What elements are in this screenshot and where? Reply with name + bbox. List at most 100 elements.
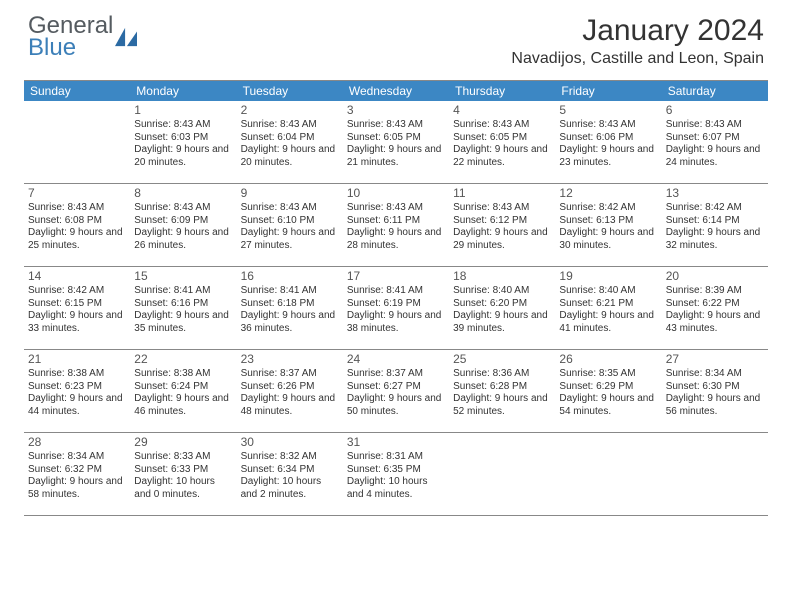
daylight-line: Daylight: 9 hours and 41 minutes. [559,310,657,335]
dow-cell: Friday [555,81,661,101]
daylight-line: Daylight: 9 hours and 54 minutes. [559,393,657,418]
sunrise-line: Sunrise: 8:35 AM [559,368,657,381]
daylight-line: Daylight: 9 hours and 20 minutes. [134,144,232,169]
day-number: 16 [241,269,339,284]
day-number: 30 [241,435,339,450]
day-number: 31 [347,435,445,450]
sunrise-line: Sunrise: 8:42 AM [559,202,657,215]
day-cell: 26Sunrise: 8:35 AMSunset: 6:29 PMDayligh… [555,350,661,432]
daylight-line: Daylight: 9 hours and 28 minutes. [347,227,445,252]
day-number: 5 [559,103,657,118]
day-cell: 13Sunrise: 8:42 AMSunset: 6:14 PMDayligh… [662,184,768,266]
daylight-line: Daylight: 10 hours and 0 minutes. [134,476,232,501]
sunset-line: Sunset: 6:13 PM [559,215,657,228]
day-cell: 20Sunrise: 8:39 AMSunset: 6:22 PMDayligh… [662,267,768,349]
day-number: 8 [134,186,232,201]
day-cell: 15Sunrise: 8:41 AMSunset: 6:16 PMDayligh… [130,267,236,349]
daylight-line: Daylight: 9 hours and 26 minutes. [134,227,232,252]
month-title: January 2024 [511,14,764,48]
daylight-line: Daylight: 9 hours and 25 minutes. [28,227,126,252]
sunset-line: Sunset: 6:04 PM [241,132,339,145]
sunrise-line: Sunrise: 8:43 AM [347,119,445,132]
dow-cell: Saturday [662,81,768,101]
daylight-line: Daylight: 9 hours and 52 minutes. [453,393,551,418]
daylight-line: Daylight: 9 hours and 43 minutes. [666,310,764,335]
logo-text: General Blue [28,14,113,60]
weeks-container: 1Sunrise: 8:43 AMSunset: 6:03 PMDaylight… [24,101,768,516]
sunrise-line: Sunrise: 8:31 AM [347,451,445,464]
daylight-line: Daylight: 9 hours and 30 minutes. [559,227,657,252]
day-number: 24 [347,352,445,367]
day-cell: 11Sunrise: 8:43 AMSunset: 6:12 PMDayligh… [449,184,555,266]
sunset-line: Sunset: 6:19 PM [347,298,445,311]
sunset-line: Sunset: 6:20 PM [453,298,551,311]
sunrise-line: Sunrise: 8:42 AM [28,285,126,298]
sunset-line: Sunset: 6:15 PM [28,298,126,311]
day-cell: 1Sunrise: 8:43 AMSunset: 6:03 PMDaylight… [130,101,236,183]
day-cell: 22Sunrise: 8:38 AMSunset: 6:24 PMDayligh… [130,350,236,432]
sunset-line: Sunset: 6:26 PM [241,381,339,394]
dow-cell: Thursday [449,81,555,101]
sunset-line: Sunset: 6:29 PM [559,381,657,394]
sunrise-line: Sunrise: 8:41 AM [241,285,339,298]
day-number: 2 [241,103,339,118]
sunset-line: Sunset: 6:21 PM [559,298,657,311]
daylight-line: Daylight: 9 hours and 48 minutes. [241,393,339,418]
sunrise-line: Sunrise: 8:43 AM [28,202,126,215]
day-number: 13 [666,186,764,201]
daylight-line: Daylight: 9 hours and 44 minutes. [28,393,126,418]
sunrise-line: Sunrise: 8:41 AM [134,285,232,298]
sunset-line: Sunset: 6:27 PM [347,381,445,394]
week-row: 7Sunrise: 8:43 AMSunset: 6:08 PMDaylight… [24,184,768,267]
daylight-line: Daylight: 9 hours and 33 minutes. [28,310,126,335]
sunrise-line: Sunrise: 8:33 AM [134,451,232,464]
sunrise-line: Sunrise: 8:40 AM [559,285,657,298]
sunset-line: Sunset: 6:07 PM [666,132,764,145]
daylight-line: Daylight: 9 hours and 20 minutes. [241,144,339,169]
day-number: 27 [666,352,764,367]
day-number: 26 [559,352,657,367]
daylight-line: Daylight: 9 hours and 50 minutes. [347,393,445,418]
day-cell: 28Sunrise: 8:34 AMSunset: 6:32 PMDayligh… [24,433,130,515]
daylight-line: Daylight: 9 hours and 56 minutes. [666,393,764,418]
sunrise-line: Sunrise: 8:37 AM [241,368,339,381]
sunset-line: Sunset: 6:23 PM [28,381,126,394]
logo: General Blue [28,14,137,60]
week-row: 14Sunrise: 8:42 AMSunset: 6:15 PMDayligh… [24,267,768,350]
day-number: 4 [453,103,551,118]
sunrise-line: Sunrise: 8:39 AM [666,285,764,298]
day-cell: 8Sunrise: 8:43 AMSunset: 6:09 PMDaylight… [130,184,236,266]
day-number: 25 [453,352,551,367]
sunrise-line: Sunrise: 8:43 AM [666,119,764,132]
day-cell [555,433,661,515]
day-cell: 31Sunrise: 8:31 AMSunset: 6:35 PMDayligh… [343,433,449,515]
day-number: 29 [134,435,232,450]
sunrise-line: Sunrise: 8:43 AM [453,119,551,132]
day-cell: 4Sunrise: 8:43 AMSunset: 6:05 PMDaylight… [449,101,555,183]
sunrise-line: Sunrise: 8:34 AM [28,451,126,464]
day-cell [24,101,130,183]
day-number: 7 [28,186,126,201]
sail-icon [115,27,137,47]
dow-cell: Tuesday [237,81,343,101]
day-number: 6 [666,103,764,118]
day-cell: 19Sunrise: 8:40 AMSunset: 6:21 PMDayligh… [555,267,661,349]
sunset-line: Sunset: 6:08 PM [28,215,126,228]
day-number: 21 [28,352,126,367]
sunset-line: Sunset: 6:05 PM [347,132,445,145]
title-block: January 2024 Navadijos, Castille and Leo… [511,14,764,68]
day-cell: 18Sunrise: 8:40 AMSunset: 6:20 PMDayligh… [449,267,555,349]
sunset-line: Sunset: 6:14 PM [666,215,764,228]
sunrise-line: Sunrise: 8:43 AM [453,202,551,215]
day-number: 1 [134,103,232,118]
sunset-line: Sunset: 6:35 PM [347,464,445,477]
sunrise-line: Sunrise: 8:43 AM [241,202,339,215]
day-cell: 21Sunrise: 8:38 AMSunset: 6:23 PMDayligh… [24,350,130,432]
sunrise-line: Sunrise: 8:32 AM [241,451,339,464]
logo-word-blue: Blue [28,36,113,60]
calendar: SundayMondayTuesdayWednesdayThursdayFrid… [24,80,768,516]
week-row: 21Sunrise: 8:38 AMSunset: 6:23 PMDayligh… [24,350,768,433]
day-number: 12 [559,186,657,201]
day-cell: 17Sunrise: 8:41 AMSunset: 6:19 PMDayligh… [343,267,449,349]
dow-cell: Wednesday [343,81,449,101]
